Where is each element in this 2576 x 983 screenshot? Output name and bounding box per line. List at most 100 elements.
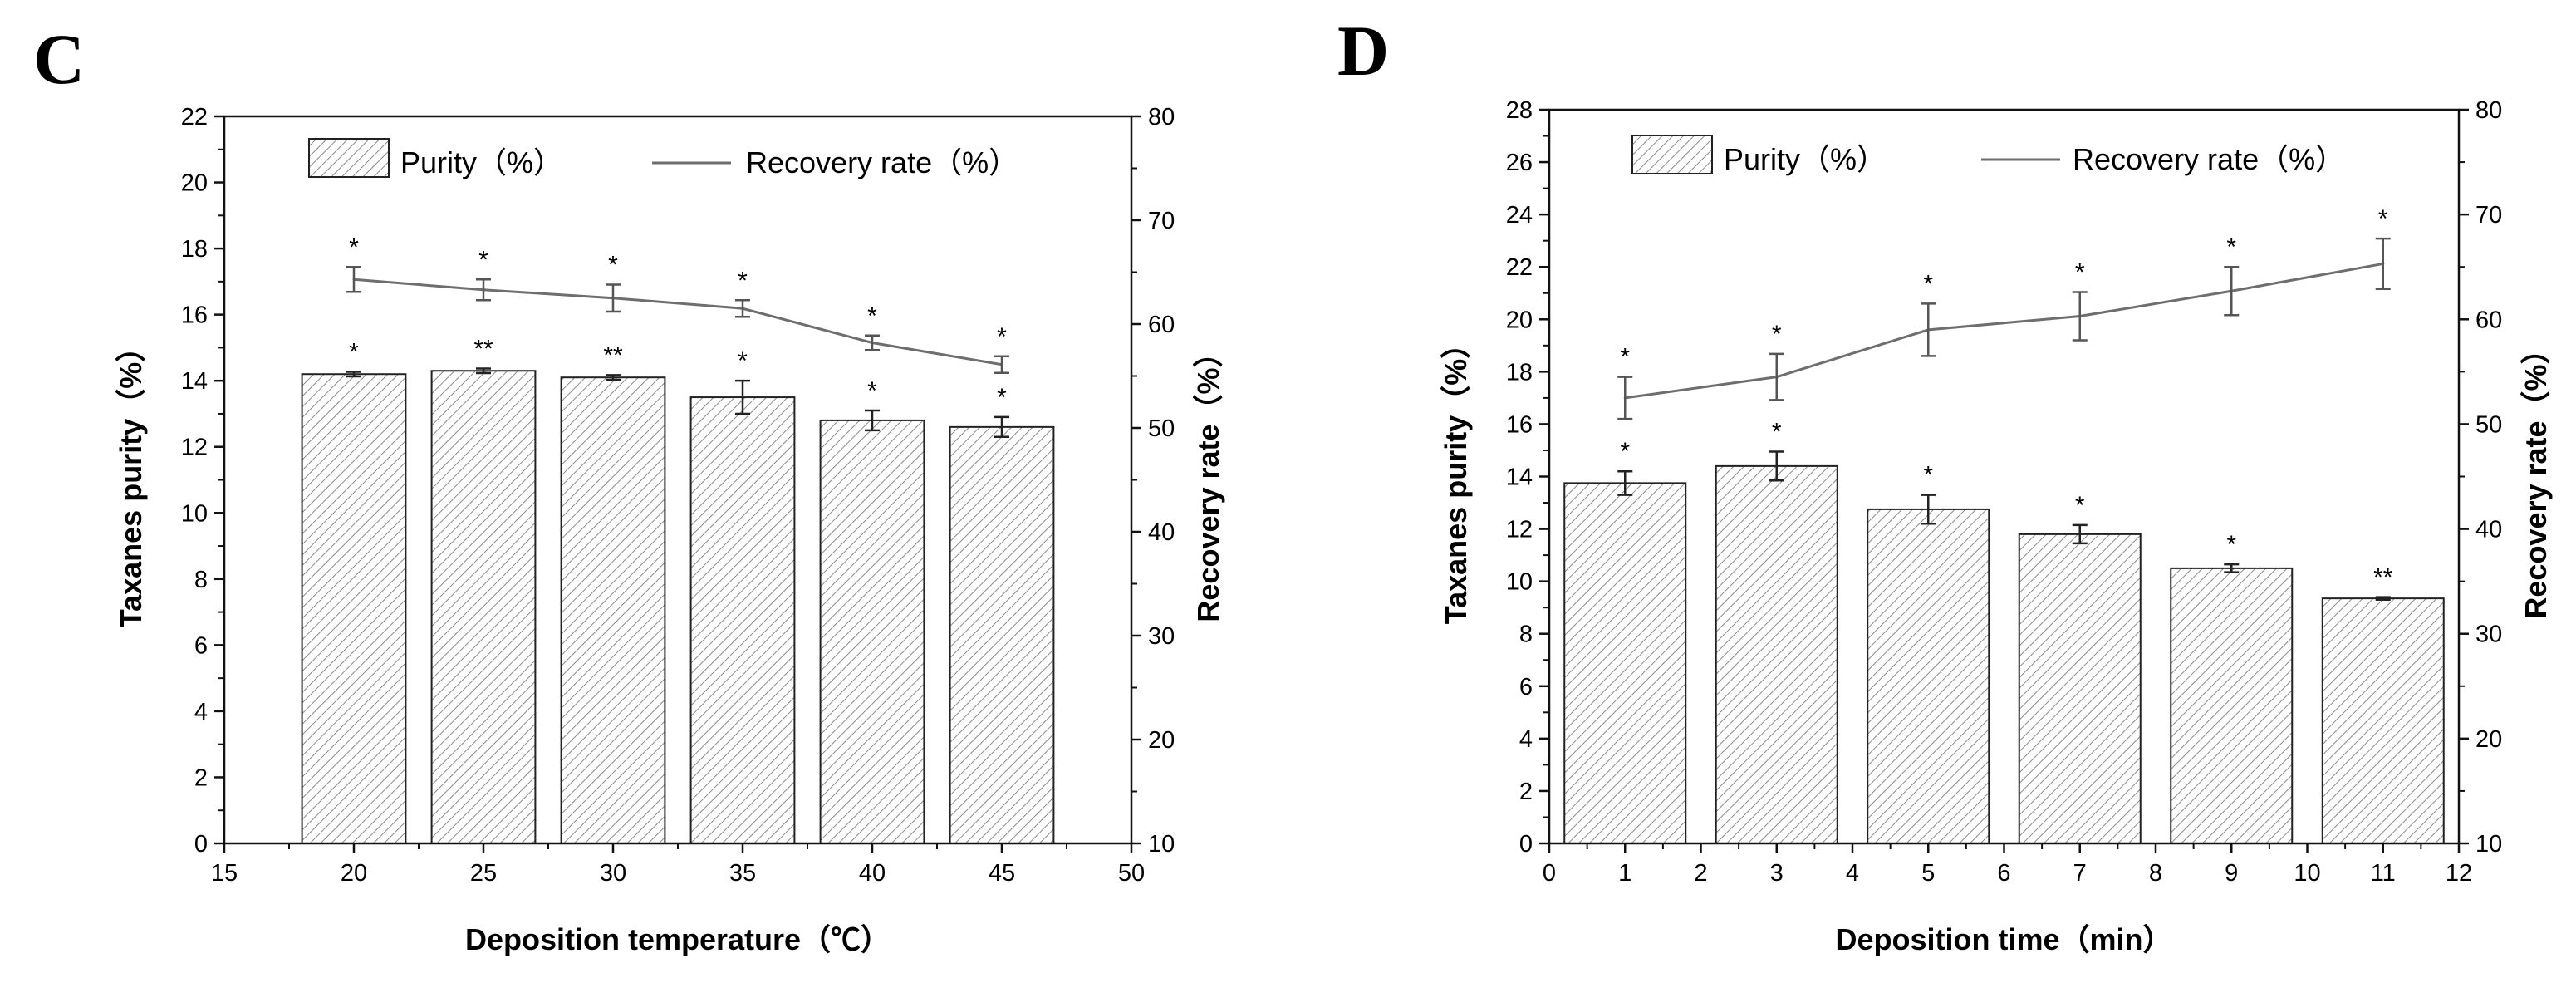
y-tick-label: 16 bbox=[1506, 411, 1533, 438]
x-axis-title: Deposition temperature（℃） bbox=[465, 922, 891, 956]
legend-purity-label: Purity（%） bbox=[1724, 142, 1887, 176]
chart-panel-c: C* ** ** ** ** * ****15 20 25 30 35 40 45 50024681012… bbox=[33, 19, 1225, 956]
x-tick-label: 9 bbox=[2225, 860, 2238, 887]
line-significance-marker: * bbox=[2075, 258, 2085, 286]
bar bbox=[560, 376, 666, 845]
line-significance-marker: * bbox=[608, 252, 618, 279]
legend-purity-label: Purity（%） bbox=[400, 145, 563, 179]
y-axis-title: Taxanes purity（%） bbox=[1439, 329, 1473, 624]
bar bbox=[2170, 567, 2294, 844]
y2-tick-label: 20 bbox=[1148, 727, 1175, 754]
y-tick-label: 2 bbox=[1519, 779, 1533, 805]
panel-label: D bbox=[1337, 11, 1389, 91]
x-tick-label: 25 bbox=[470, 860, 497, 887]
y-tick-label: 0 bbox=[194, 831, 208, 858]
x-tick-label: 6 bbox=[1997, 860, 2010, 887]
y-tick-label: 28 bbox=[1506, 97, 1533, 124]
x-tick-label: 40 bbox=[859, 860, 886, 887]
x-tick-label: 3 bbox=[1770, 860, 1784, 887]
bar bbox=[819, 419, 925, 844]
legend-recovery-label: Recovery rate（%） bbox=[2073, 142, 2345, 176]
y-tick-label: 14 bbox=[181, 368, 208, 395]
bar-significance-marker: * bbox=[2075, 492, 2085, 519]
y-tick-label: 26 bbox=[1506, 150, 1533, 176]
y2-tick-label: 50 bbox=[2475, 411, 2502, 438]
bar bbox=[949, 425, 1055, 844]
y-tick-label: 16 bbox=[181, 302, 208, 329]
bar-significance-marker: * bbox=[1620, 438, 1630, 465]
x-tick-label: 5 bbox=[1921, 860, 1935, 887]
legend-bar-swatch bbox=[308, 138, 390, 178]
bar-significance-marker: * bbox=[2226, 531, 2236, 558]
y-tick-label: 8 bbox=[194, 567, 208, 593]
y-tick-label: 2 bbox=[194, 764, 208, 791]
x-tick-label: 35 bbox=[729, 860, 756, 887]
y-tick-label: 18 bbox=[181, 236, 208, 263]
y2-tick-label: 70 bbox=[2475, 202, 2502, 229]
y2-axis-title: Recovery rate（%） bbox=[1191, 337, 1225, 622]
y2-tick-label: 50 bbox=[1148, 415, 1175, 442]
y-tick-label: 12 bbox=[1506, 517, 1533, 543]
y2-tick-label: 80 bbox=[2475, 97, 2502, 124]
x-axis-title: Deposition time（min） bbox=[1835, 922, 2172, 956]
bar-significance-marker: * bbox=[738, 347, 748, 375]
legend-recovery-label: Recovery rate（%） bbox=[746, 145, 1018, 179]
legend-bar-swatch bbox=[1631, 135, 1713, 174]
chart-panel-d: D********** ***0 1 2 3 4 5 6 7 8 9 10 11 120246810121… bbox=[1337, 11, 2553, 956]
y2-tick-label: 10 bbox=[1148, 831, 1175, 858]
bar bbox=[301, 373, 407, 844]
y2-tick-label: 60 bbox=[2475, 307, 2502, 333]
panel-label: C bbox=[33, 19, 85, 99]
y2-tick-label: 70 bbox=[1148, 208, 1175, 234]
bar bbox=[1867, 508, 1990, 844]
bar-significance-marker: ** bbox=[473, 335, 493, 362]
y-tick-label: 18 bbox=[1506, 359, 1533, 386]
bar-significance-marker: * bbox=[997, 384, 1007, 411]
x-tick-label: 7 bbox=[2073, 860, 2087, 887]
line-significance-marker: * bbox=[478, 246, 488, 273]
recovery-rate-line bbox=[1625, 262, 2384, 400]
x-tick-label: 11 bbox=[2371, 860, 2396, 887]
y-tick-label: 4 bbox=[194, 699, 208, 725]
line-significance-marker: * bbox=[2226, 233, 2236, 261]
recovery-rate-line bbox=[353, 278, 1003, 366]
bar bbox=[2321, 597, 2445, 844]
y-tick-label: 24 bbox=[1506, 202, 1533, 229]
line-significance-marker: * bbox=[349, 233, 359, 261]
bar-significance-marker: * bbox=[1772, 419, 1782, 446]
line-significance-marker: * bbox=[997, 323, 1007, 351]
y-tick-label: 14 bbox=[1506, 464, 1533, 491]
y2-tick-label: 30 bbox=[2475, 622, 2502, 648]
y-tick-label: 10 bbox=[1506, 569, 1533, 596]
bar-significance-marker: ** bbox=[603, 342, 623, 369]
y2-tick-label: 40 bbox=[2475, 517, 2502, 543]
y-tick-label: 0 bbox=[1519, 831, 1533, 858]
y-tick-label: 6 bbox=[194, 632, 208, 659]
bar-significance-marker: * bbox=[867, 377, 877, 405]
line-significance-marker: * bbox=[1620, 344, 1630, 371]
bar-significance-marker: * bbox=[349, 338, 359, 366]
y-tick-label: 10 bbox=[181, 500, 208, 527]
bar-significance-marker: ** bbox=[2373, 564, 2393, 592]
y2-axis-title: Recovery rate（%） bbox=[2519, 334, 2553, 618]
y2-tick-label: 10 bbox=[2475, 831, 2502, 858]
bar bbox=[1715, 464, 1838, 845]
y2-tick-label: 60 bbox=[1148, 312, 1175, 338]
x-tick-label: 10 bbox=[2294, 860, 2320, 887]
y-tick-label: 6 bbox=[1519, 674, 1533, 700]
y2-tick-label: 20 bbox=[2475, 726, 2502, 753]
x-tick-label: 20 bbox=[341, 860, 367, 887]
x-tick-label: 1 bbox=[1618, 860, 1631, 887]
y-tick-label: 22 bbox=[1506, 254, 1533, 281]
x-tick-label: 2 bbox=[1694, 860, 1707, 887]
x-tick-label: 0 bbox=[1543, 860, 1556, 887]
line-significance-marker: * bbox=[1772, 321, 1782, 348]
x-tick-label: 45 bbox=[989, 860, 1015, 887]
y-tick-label: 20 bbox=[181, 170, 208, 197]
y-tick-label: 12 bbox=[181, 435, 208, 461]
y-axis-title: Taxanes purity（%） bbox=[114, 332, 148, 627]
bar bbox=[1563, 482, 1687, 844]
line-significance-marker: * bbox=[867, 302, 877, 330]
bar-significance-marker: * bbox=[1923, 462, 1933, 489]
